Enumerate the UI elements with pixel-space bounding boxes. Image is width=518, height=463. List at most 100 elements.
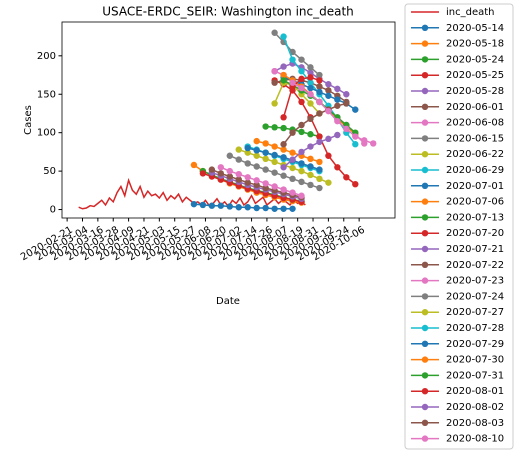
series-marker bbox=[289, 79, 296, 86]
series-marker bbox=[244, 144, 251, 152]
series-marker bbox=[271, 151, 278, 159]
series-marker bbox=[352, 106, 359, 113]
legend-marker bbox=[421, 435, 429, 442]
series-marker bbox=[298, 121, 305, 129]
series-marker bbox=[253, 137, 260, 145]
legend-marker bbox=[421, 372, 429, 379]
series-marker bbox=[316, 71, 323, 79]
legend-label: 2020-07-22 bbox=[446, 260, 504, 271]
series-marker bbox=[307, 100, 314, 107]
series-marker bbox=[226, 173, 233, 180]
series-marker bbox=[298, 128, 305, 136]
series-marker bbox=[235, 204, 242, 211]
series-marker bbox=[253, 147, 260, 154]
series-marker bbox=[325, 87, 332, 94]
legend-label: 2020-05-25 bbox=[446, 70, 504, 81]
series-marker bbox=[316, 110, 323, 117]
legend-marker bbox=[421, 151, 429, 158]
series-marker bbox=[271, 158, 278, 166]
series-marker bbox=[370, 140, 377, 147]
series-marker bbox=[271, 183, 278, 190]
legend-marker bbox=[421, 403, 429, 411]
legend-label: 2020-07-06 bbox=[446, 197, 504, 208]
series-marker bbox=[307, 163, 314, 170]
series-marker bbox=[307, 115, 314, 123]
legend-marker bbox=[421, 24, 429, 31]
series-marker bbox=[271, 143, 278, 150]
y-tick-label: 100 bbox=[37, 128, 56, 139]
series-marker bbox=[280, 186, 287, 193]
series-marker bbox=[217, 202, 225, 209]
series-marker bbox=[307, 155, 314, 163]
series-marker bbox=[343, 100, 350, 107]
series-marker bbox=[280, 141, 287, 148]
legend-label: 2020-07-23 bbox=[446, 276, 504, 287]
series-marker bbox=[316, 83, 323, 90]
legend-marker bbox=[421, 87, 429, 95]
series-marker bbox=[307, 171, 314, 179]
series-marker bbox=[316, 88, 323, 96]
legend-label: 2020-07-24 bbox=[446, 291, 504, 302]
legend-label: 2020-05-28 bbox=[446, 86, 504, 97]
series-marker bbox=[199, 201, 207, 209]
series-marker bbox=[208, 202, 216, 209]
series-marker bbox=[298, 84, 305, 92]
series-marker bbox=[289, 205, 296, 212]
legend-marker bbox=[421, 182, 429, 189]
series-marker bbox=[262, 184, 269, 192]
legend-label: 2020-07-29 bbox=[446, 339, 504, 350]
legend-marker bbox=[421, 40, 429, 47]
series-marker bbox=[325, 152, 332, 159]
legend-label: 2020-08-02 bbox=[446, 402, 504, 413]
legend-box bbox=[404, 3, 514, 450]
series-marker bbox=[262, 155, 269, 163]
legend-marker bbox=[421, 119, 429, 126]
series-marker bbox=[235, 176, 242, 183]
legend-label: 2020-07-30 bbox=[446, 355, 504, 366]
series-marker bbox=[244, 149, 251, 156]
series-marker bbox=[298, 67, 305, 75]
series-marker bbox=[298, 148, 305, 156]
legend-marker bbox=[421, 419, 429, 426]
series-marker bbox=[307, 64, 314, 71]
series-marker bbox=[307, 91, 314, 98]
legend-label: 2020-07-27 bbox=[446, 307, 504, 318]
series-marker bbox=[325, 107, 332, 115]
series-marker bbox=[289, 189, 296, 196]
series-marker bbox=[271, 79, 278, 86]
series-marker bbox=[253, 177, 260, 184]
series-marker bbox=[280, 114, 287, 121]
series-marker bbox=[235, 146, 242, 153]
series-marker bbox=[262, 180, 269, 187]
y-axis-label: Cases bbox=[23, 105, 34, 135]
legend-marker bbox=[421, 103, 429, 111]
series-marker bbox=[280, 172, 287, 179]
series-marker bbox=[298, 167, 305, 175]
series-marker bbox=[280, 33, 287, 40]
chart-title: USACE-ERDC_SEIR: Washington inc_death bbox=[102, 5, 354, 19]
series-marker bbox=[316, 98, 323, 106]
series-marker bbox=[334, 96, 341, 103]
series-marker bbox=[280, 154, 287, 161]
series-marker bbox=[352, 133, 359, 140]
series-marker bbox=[343, 91, 350, 98]
legend-label: 2020-05-14 bbox=[446, 23, 504, 34]
series-marker bbox=[325, 92, 332, 99]
series-marker bbox=[262, 123, 269, 130]
series-marker bbox=[199, 170, 207, 177]
series-marker bbox=[361, 137, 368, 144]
series-marker bbox=[352, 180, 359, 188]
legend-marker bbox=[421, 245, 429, 253]
series-marker bbox=[316, 184, 323, 192]
series-marker bbox=[271, 100, 278, 107]
series-marker bbox=[325, 81, 332, 88]
legend-marker bbox=[421, 135, 429, 142]
series-marker bbox=[262, 166, 269, 173]
series-marker bbox=[316, 158, 323, 166]
series-marker bbox=[271, 205, 278, 212]
series-marker bbox=[325, 179, 332, 186]
series-marker bbox=[226, 203, 233, 210]
series-marker bbox=[244, 179, 251, 186]
legend-marker bbox=[421, 72, 429, 79]
series-marker bbox=[307, 69, 314, 76]
